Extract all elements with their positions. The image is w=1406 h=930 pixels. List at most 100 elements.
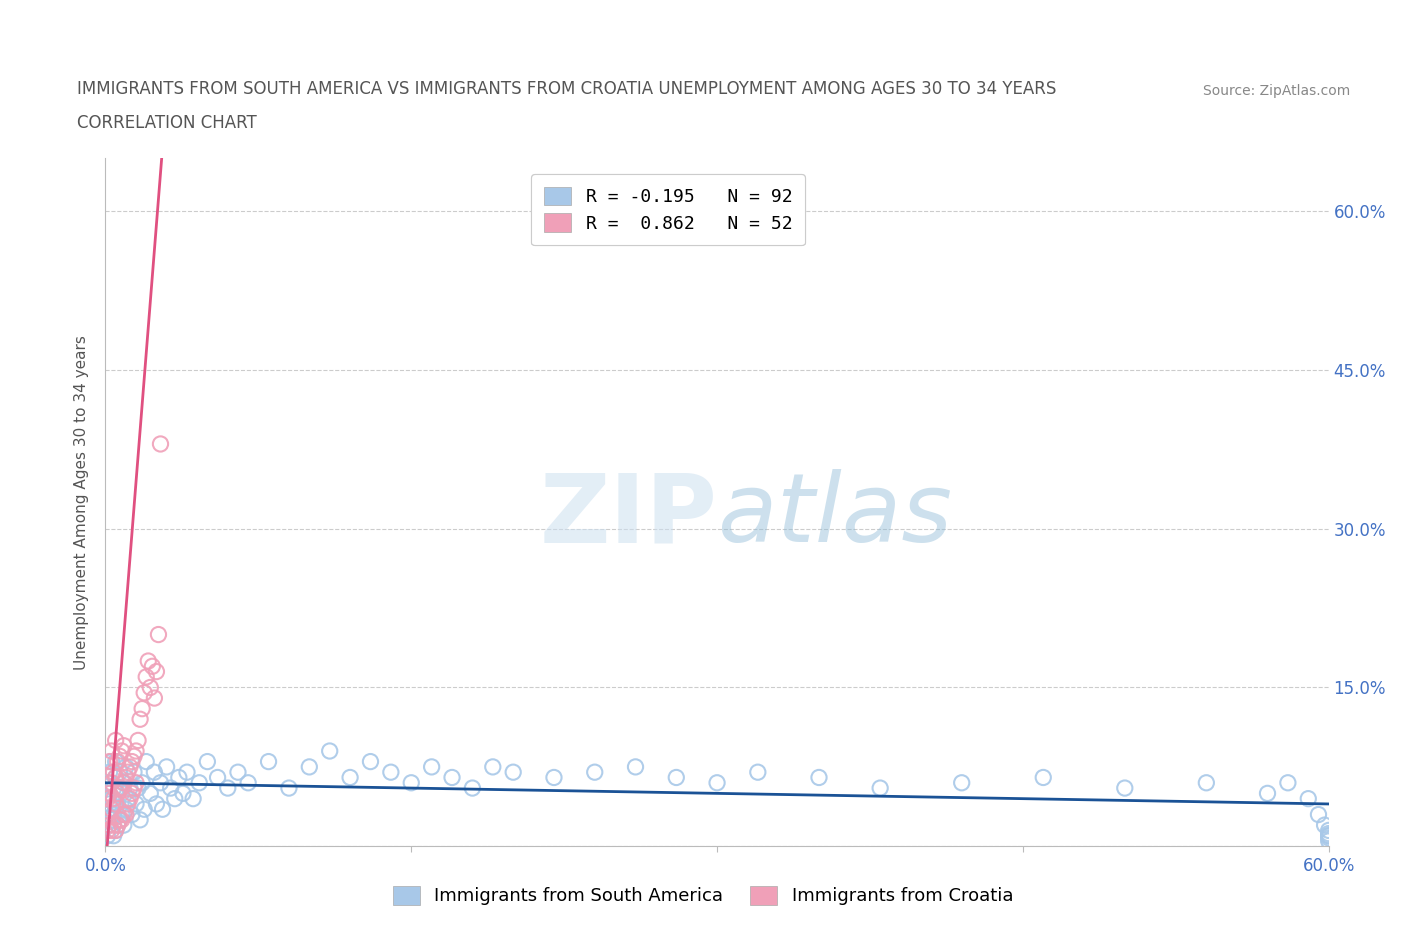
Point (104, 770, 127, 785)
Point (108, 749, 131, 764)
Point (115, 802, 138, 817)
Point (107, 817, 129, 832)
Point (100, 776, 122, 790)
Point (112, 776, 135, 790)
Text: atlas: atlas (717, 470, 952, 563)
Point (131, 776, 153, 790)
Point (117, 796, 139, 811)
Point (127, 780, 149, 795)
Point (869, 780, 891, 795)
Point (807, 770, 830, 785)
Point (103, 764, 125, 779)
Point (298, 760, 321, 775)
Point (107, 796, 129, 811)
Point (135, 754, 157, 769)
Point (112, 817, 135, 832)
Point (152, 802, 174, 817)
Point (1317, 830, 1340, 845)
Point (115, 807, 138, 822)
Point (100, 823, 122, 838)
Point (122, 780, 145, 795)
Point (156, 760, 179, 775)
Point (100, 754, 122, 769)
Point (380, 764, 402, 779)
Point (98, 817, 121, 832)
Point (236, 776, 260, 790)
Point (1032, 770, 1054, 785)
Point (226, 764, 249, 779)
Point (1308, 807, 1330, 822)
Point (111, 807, 134, 822)
Point (145, 664, 167, 679)
Point (104, 802, 127, 817)
Text: Source: ZipAtlas.com: Source: ZipAtlas.com (1202, 84, 1350, 98)
Point (96, 791, 118, 806)
Point (96, 823, 118, 838)
Text: ZIP: ZIP (538, 470, 717, 563)
Point (117, 764, 139, 779)
Point (115, 770, 138, 785)
Point (96, 807, 118, 822)
Point (103, 780, 125, 795)
Point (665, 770, 688, 785)
Point (257, 754, 280, 769)
Point (100, 744, 122, 759)
Point (1317, 833, 1340, 848)
Point (141, 658, 163, 673)
Point (163, 791, 186, 806)
Point (104, 754, 127, 769)
Point (108, 764, 131, 779)
Point (129, 813, 152, 828)
Point (1313, 817, 1336, 832)
Point (108, 813, 131, 828)
Point (118, 780, 141, 795)
Point (103, 807, 125, 822)
Point (111, 786, 134, 801)
Point (98, 786, 121, 801)
Point (108, 813, 131, 828)
Point (131, 701, 153, 716)
Point (104, 733, 127, 748)
Point (98, 817, 121, 832)
Point (339, 770, 361, 785)
Point (1277, 776, 1299, 790)
Point (360, 754, 382, 769)
Point (401, 776, 423, 790)
Point (129, 711, 152, 726)
Point (278, 780, 301, 795)
Point (145, 796, 167, 811)
Legend: Immigrants from South America, Immigrants from Croatia: Immigrants from South America, Immigrant… (382, 875, 1024, 916)
Point (747, 764, 769, 779)
Text: CORRELATION CHART: CORRELATION CHART (77, 114, 257, 132)
Point (135, 670, 157, 684)
Point (318, 744, 342, 759)
Point (100, 802, 122, 817)
Point (149, 436, 172, 451)
Point (108, 780, 131, 795)
Point (481, 760, 505, 775)
Point (107, 817, 129, 832)
Point (502, 764, 524, 779)
Point (127, 733, 149, 748)
Point (950, 776, 973, 790)
Point (181, 791, 204, 806)
Point (121, 807, 143, 822)
Point (98, 754, 121, 769)
Point (149, 776, 172, 790)
Point (461, 780, 484, 795)
Point (1195, 776, 1218, 790)
Point (96, 776, 118, 790)
Point (108, 780, 131, 795)
Point (207, 770, 229, 785)
Point (706, 776, 728, 790)
Point (112, 738, 135, 753)
Point (122, 749, 145, 764)
Point (134, 802, 156, 817)
Point (118, 760, 141, 775)
Point (1317, 829, 1340, 844)
Point (111, 780, 134, 795)
Point (583, 764, 606, 779)
Point (420, 760, 443, 775)
Point (1317, 826, 1340, 841)
Point (121, 754, 143, 769)
